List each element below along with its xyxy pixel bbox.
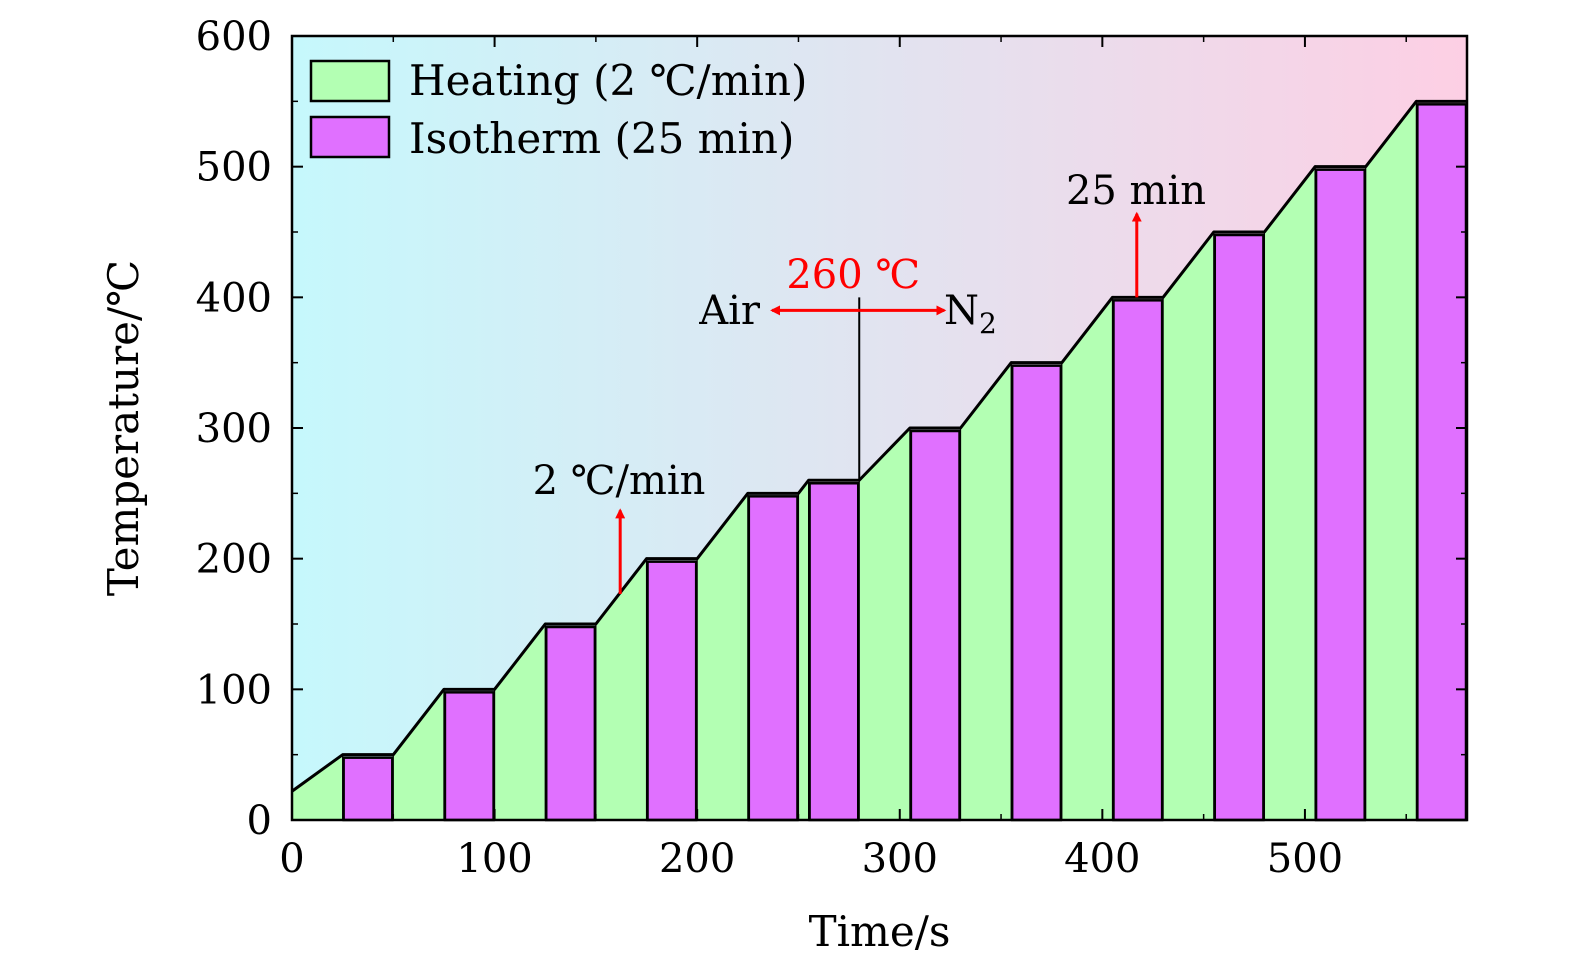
isotherm-bar-550: [1416, 103, 1468, 822]
isotherm-bar-400: [1112, 299, 1164, 822]
isotherm-time-label: 25 min: [1066, 168, 1206, 214]
isotherm-bar-250: [747, 495, 799, 822]
isotherm-bar-150: [544, 625, 597, 822]
temperature-profile-line: [291, 99, 1467, 793]
x-tick-label-200: 200: [659, 836, 735, 882]
y-tick-label-300: 300: [196, 406, 272, 452]
air-label: Air: [698, 288, 761, 334]
legend-swatch-heating: [309, 59, 391, 103]
x-axis-title: Time/s: [809, 907, 951, 956]
y-axis-title: Temperature/℃: [99, 260, 148, 596]
x-tick-label-300: 300: [862, 836, 938, 882]
isotherm-bar-100: [443, 691, 495, 822]
x-tick-label-100: 100: [456, 836, 532, 882]
legend-swatch-isotherm: [309, 115, 391, 159]
heating-area-14: [959, 360, 1012, 821]
heating-rate-label: 2 ℃/min: [533, 458, 706, 504]
tick-layer: 0 100 200 300 400 500 0 100 200 300 400 500 600: [196, 14, 1467, 882]
x-tick-label-500: 500: [1267, 836, 1343, 882]
heating-area-20: [1263, 164, 1316, 821]
heating-area-18: [1162, 230, 1215, 821]
y-tick-label-600: 600: [196, 14, 272, 60]
heating-area-12: [858, 426, 911, 821]
y-tick-label-100: 100: [196, 667, 272, 713]
isotherm-bar-300: [909, 429, 961, 822]
legend: Heating (2 ℃/min) Isotherm (25 min): [309, 56, 807, 163]
isotherm-bar-200: [646, 560, 698, 822]
heating-area-10: [797, 478, 810, 821]
heating-area-22: [1365, 99, 1417, 821]
y-tick-label-0: 0: [247, 798, 272, 844]
y-tick-label-400: 400: [196, 275, 272, 321]
isotherm-bar-500: [1314, 168, 1366, 822]
x-tick-label-400: 400: [1064, 836, 1140, 882]
legend-label-heating: Heating (2 ℃/min): [409, 56, 807, 105]
x-tick-label-0: 0: [279, 836, 304, 882]
isotherm-bar-50: [342, 756, 394, 822]
isotherm-bar-350: [1010, 364, 1063, 822]
y-tick-label-200: 200: [196, 537, 272, 583]
isotherm-bar-450: [1213, 233, 1265, 822]
y-tick-label-500: 500: [196, 145, 272, 191]
annotation-layer: 2 ℃/min 25 min 260 ℃ Air N2: [533, 168, 1206, 594]
legend-label-isotherm: Isotherm (25 min): [409, 114, 794, 163]
isotherm-bar-260: [808, 482, 860, 822]
n2-label: N2: [944, 288, 997, 340]
switch-temperature-label: 260 ℃: [786, 252, 920, 298]
heating-area-16: [1061, 295, 1114, 821]
